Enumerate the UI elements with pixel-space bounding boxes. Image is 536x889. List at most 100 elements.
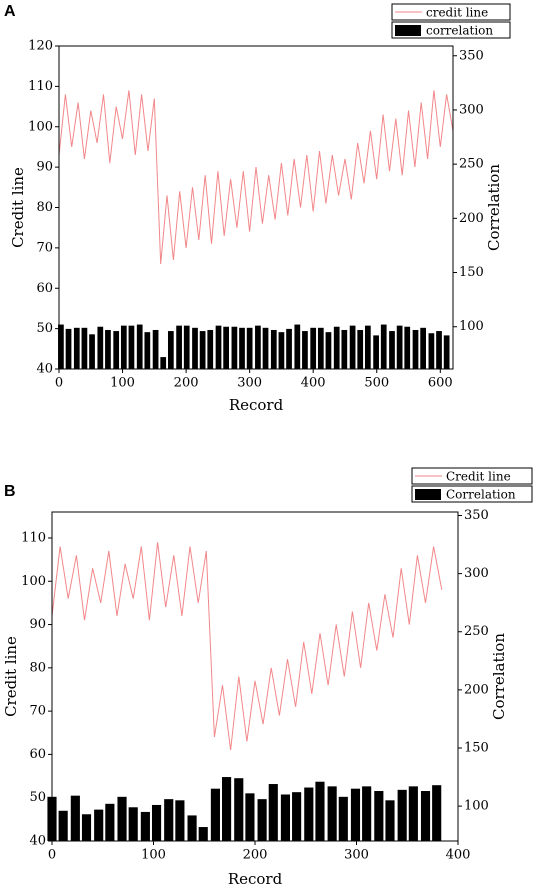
bar bbox=[362, 786, 372, 841]
bar bbox=[294, 324, 301, 369]
bar bbox=[152, 329, 159, 369]
bar bbox=[389, 331, 395, 369]
bar bbox=[105, 803, 115, 841]
bar bbox=[207, 329, 214, 369]
y-tick-label: 100 bbox=[21, 574, 46, 589]
y-tick-label: 60 bbox=[29, 747, 46, 762]
bar bbox=[349, 325, 356, 369]
y2-tick-label: 200 bbox=[459, 211, 484, 226]
bar bbox=[333, 326, 340, 369]
bar bbox=[183, 325, 190, 369]
bar bbox=[89, 334, 95, 369]
bar bbox=[128, 807, 138, 841]
x-tick-label: 100 bbox=[110, 376, 135, 391]
bar bbox=[167, 331, 174, 369]
bar bbox=[396, 325, 403, 369]
x-tick-label: 600 bbox=[428, 376, 453, 391]
y-tick-label: 70 bbox=[29, 704, 46, 719]
bar bbox=[245, 793, 255, 841]
bar bbox=[151, 804, 162, 841]
bar bbox=[223, 326, 229, 369]
bar bbox=[117, 796, 127, 841]
bar bbox=[105, 329, 111, 369]
x-tick-label: 300 bbox=[237, 376, 262, 391]
y-axis-title: Credit line bbox=[2, 636, 20, 717]
bar bbox=[120, 325, 127, 369]
x-axis-title: Record bbox=[228, 870, 283, 888]
bar bbox=[350, 788, 361, 841]
bar bbox=[164, 799, 174, 841]
bar bbox=[420, 327, 426, 369]
legend-label: credit line bbox=[426, 6, 488, 20]
bar bbox=[373, 335, 379, 369]
legend-box bbox=[411, 485, 533, 503]
bar bbox=[404, 326, 411, 369]
y2-tick-label: 350 bbox=[459, 48, 484, 63]
bar bbox=[270, 329, 277, 369]
bar bbox=[262, 327, 269, 369]
y2-axis-title: Correlation bbox=[485, 164, 503, 251]
bar bbox=[278, 332, 285, 369]
bar bbox=[257, 799, 267, 841]
bar bbox=[420, 791, 431, 841]
bar bbox=[432, 785, 442, 841]
y2-tick-label: 100 bbox=[464, 799, 489, 814]
bar bbox=[160, 357, 167, 369]
bar bbox=[81, 327, 88, 369]
y-axis-title: Credit line bbox=[9, 167, 27, 248]
y2-tick-label: 100 bbox=[459, 319, 484, 334]
y-tick-label: 110 bbox=[21, 530, 46, 545]
bar bbox=[364, 325, 371, 369]
bar bbox=[70, 795, 80, 841]
y2-tick-label: 150 bbox=[459, 265, 484, 280]
bar bbox=[97, 326, 104, 369]
y-tick-label: 50 bbox=[36, 321, 53, 336]
bar bbox=[357, 329, 364, 369]
bar bbox=[325, 332, 332, 369]
legend-box bbox=[391, 21, 511, 39]
y-tick-label: 110 bbox=[28, 79, 53, 94]
bar bbox=[412, 329, 419, 369]
bar bbox=[73, 327, 80, 369]
bar bbox=[304, 787, 314, 841]
bar bbox=[176, 325, 182, 369]
bar bbox=[327, 786, 337, 841]
bar bbox=[268, 784, 278, 841]
y2-tick-label: 250 bbox=[464, 624, 489, 639]
bar bbox=[128, 325, 135, 369]
bar bbox=[234, 778, 244, 841]
line bbox=[51, 542, 443, 751]
bar bbox=[81, 814, 92, 841]
bar bbox=[58, 810, 68, 841]
bar bbox=[222, 777, 232, 841]
bar bbox=[175, 800, 185, 841]
bar bbox=[58, 324, 64, 369]
panel-label: A bbox=[4, 3, 16, 20]
x-tick-label: 0 bbox=[55, 376, 63, 391]
y-tick-label: 60 bbox=[36, 281, 53, 296]
bar bbox=[246, 327, 253, 369]
legend-swatch bbox=[395, 25, 421, 36]
bar bbox=[255, 325, 261, 369]
legend-swatch bbox=[415, 489, 441, 500]
y-tick-label: 50 bbox=[29, 790, 46, 805]
bar bbox=[292, 792, 302, 841]
y-tick-label: 100 bbox=[28, 119, 53, 134]
legend-label: Correlation bbox=[446, 488, 516, 502]
x-tick-label: 400 bbox=[301, 376, 326, 391]
y-tick-label: 80 bbox=[36, 200, 53, 215]
plot-frame bbox=[58, 45, 454, 370]
bar bbox=[408, 786, 418, 841]
bar bbox=[428, 333, 435, 369]
y-tick-label: 40 bbox=[29, 834, 46, 849]
legend-box bbox=[391, 3, 511, 21]
legend-label: Credit line bbox=[446, 470, 511, 484]
y-tick-label: 40 bbox=[36, 362, 53, 377]
x-tick-label: 200 bbox=[174, 376, 199, 391]
x-tick-label: 300 bbox=[344, 848, 369, 863]
bar bbox=[210, 788, 220, 841]
bar bbox=[215, 325, 222, 369]
bar bbox=[94, 809, 104, 841]
x-tick-label: 200 bbox=[243, 848, 268, 863]
